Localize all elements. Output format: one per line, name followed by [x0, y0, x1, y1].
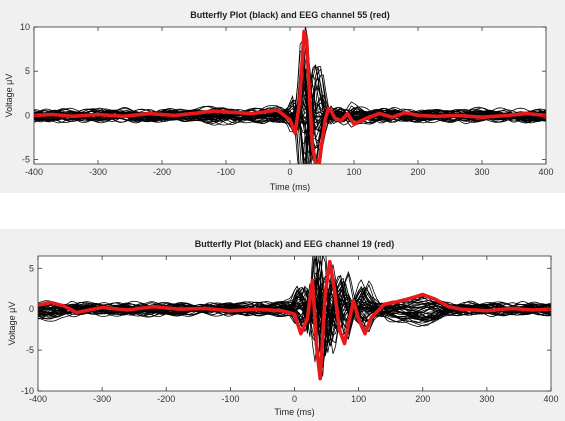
- butterfly-trace: [38, 298, 551, 329]
- y-tick-label: 10: [20, 22, 30, 32]
- y-tick-label: 0: [25, 110, 30, 120]
- chart-2: -400 -300 -200 -100 0 100 200 300 400 -10 -5 0 5 Butt…: [7, 239, 559, 417]
- y-tick-label: -10: [21, 386, 34, 396]
- highlight-channel-line: [34, 29, 546, 164]
- x-tick-label: 200: [415, 394, 430, 404]
- y-tick-label: 5: [29, 263, 34, 273]
- y-tick-label: -5: [22, 155, 30, 165]
- x-tick-label: -100: [221, 394, 239, 404]
- x-tick-label: -200: [157, 394, 175, 404]
- butterfly-trace: [38, 288, 551, 343]
- x-tick-label: 400: [538, 167, 553, 177]
- highlight-channel-line: [38, 259, 551, 381]
- butterfly-trace: [34, 74, 546, 164]
- x-tick-label: 300: [474, 167, 489, 177]
- x-tick-label: 400: [543, 394, 558, 404]
- butterfly-trace: [34, 39, 546, 164]
- chart-1: -400 -300 -200 -100 0 100 200 300 400 -5 0 5 10 Butte…: [4, 10, 554, 192]
- chart-title: Butterfly Plot (black) and EEG channel 5…: [190, 10, 390, 20]
- x-tick-label: -200: [153, 167, 171, 177]
- x-tick-label: 100: [351, 394, 366, 404]
- x-tick-label: -300: [93, 394, 111, 404]
- x-axis-label: Time (ms): [270, 182, 310, 192]
- x-tick-label: 200: [410, 167, 425, 177]
- x-tick-label: 0: [292, 394, 297, 404]
- x-tick-label: -400: [29, 394, 47, 404]
- y-axis-label: Voltage μV: [7, 302, 17, 346]
- x-tick-label: 100: [346, 167, 361, 177]
- y-tick-label: 5: [25, 66, 30, 76]
- chart-title: Butterfly Plot (black) and EEG channel 1…: [195, 239, 395, 249]
- y-tick-label: 0: [29, 304, 34, 314]
- x-tick-label: 0: [287, 167, 292, 177]
- y-axis-label: Voltage μV: [4, 74, 14, 118]
- x-tick-label: -100: [217, 167, 235, 177]
- x-tick-label: 300: [479, 394, 494, 404]
- x-axis-label: Time (ms): [274, 407, 314, 417]
- plot-area: [34, 27, 546, 164]
- x-tick-label: -400: [25, 167, 43, 177]
- x-tick-label: -300: [89, 167, 107, 177]
- y-tick-label: -5: [26, 345, 34, 355]
